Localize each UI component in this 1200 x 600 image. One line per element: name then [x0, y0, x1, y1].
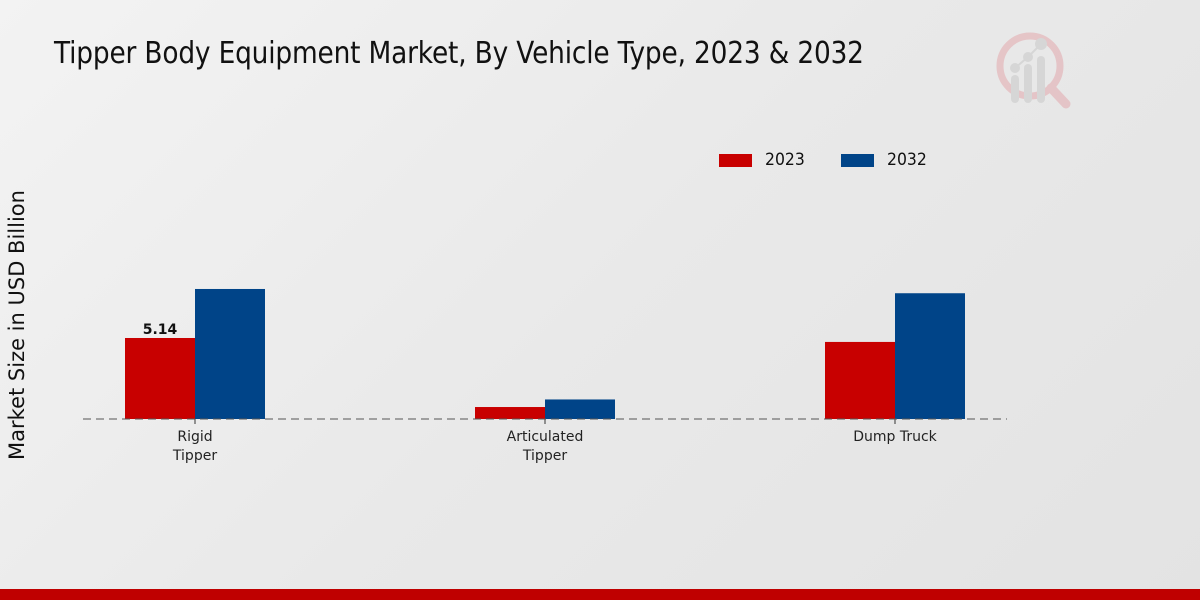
x-tick-label-1: Articulated	[507, 429, 584, 445]
legend-swatch-2023	[719, 153, 752, 167]
bar-2032-2	[895, 293, 965, 419]
chart-title: Tipper Body Equipment Market, By Vehicle…	[54, 36, 864, 71]
footer-band	[0, 589, 1200, 600]
legend-label-2023: 2023	[765, 150, 805, 170]
x-tick-label-2: Dump Truck	[853, 429, 937, 445]
legend-item-2032: 2032	[841, 150, 930, 170]
bar-2032-0	[195, 288, 265, 419]
legend-item-2023: 2023	[719, 150, 808, 170]
bar-2023-1	[475, 407, 545, 419]
bar-2032-1	[545, 399, 615, 419]
x-tick-label-1: Tipper	[522, 448, 567, 464]
bar-2023-0	[125, 337, 195, 419]
chart-legend: 2023 2032	[719, 150, 964, 170]
market-research-logo-icon	[996, 32, 1071, 109]
data-label-2023-0: 5.14	[143, 322, 178, 338]
x-tick-label-0: Tipper	[172, 448, 217, 464]
bar-2023-2	[825, 341, 895, 419]
x-tick-label-0: Rigid	[177, 429, 212, 445]
legend-label-2032: 2032	[887, 150, 928, 170]
legend-swatch-2032	[841, 153, 875, 167]
